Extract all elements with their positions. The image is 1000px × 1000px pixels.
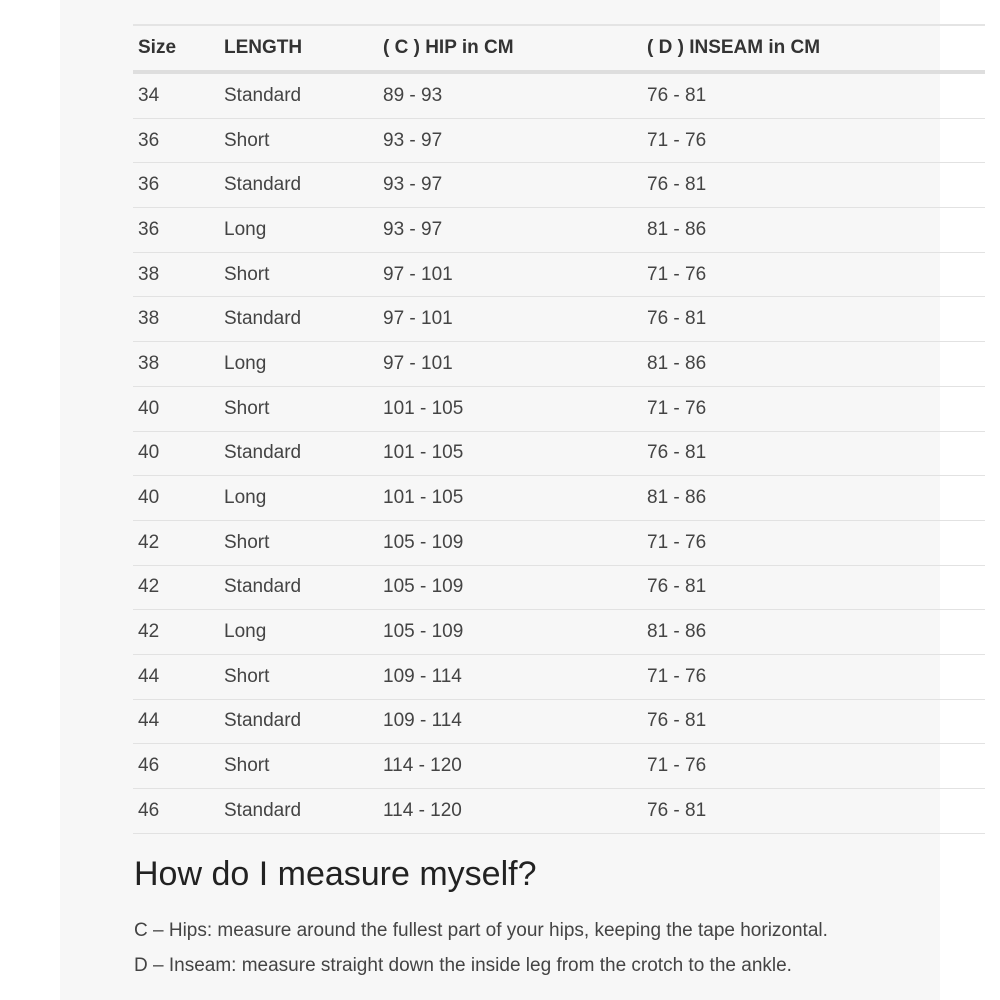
cell-hip: 93 - 97 — [378, 207, 642, 253]
header-size: Size — [133, 25, 219, 74]
cell-length: Long — [219, 341, 378, 387]
cell-inseam: 81 - 86 — [642, 207, 985, 253]
cell-length: Standard — [219, 431, 378, 477]
table-row: 36 Long 93 - 97 81 - 86 — [133, 207, 985, 253]
table-row: 36 Standard 93 - 97 76 - 81 — [133, 162, 985, 209]
cell-inseam: 76 - 81 — [642, 72, 985, 119]
cell-hip: 109 - 114 — [378, 654, 642, 700]
cell-inseam: 76 - 81 — [642, 162, 985, 209]
cell-size: 40 — [133, 475, 219, 521]
cell-length: Standard — [219, 788, 378, 834]
cell-size: 42 — [133, 520, 219, 566]
cell-inseam: 76 - 81 — [642, 431, 985, 477]
table-row: 44 Standard 109 - 114 76 - 81 — [133, 699, 985, 745]
cell-hip: 101 - 105 — [378, 475, 642, 521]
table-row: 46 Standard 114 - 120 76 - 81 — [133, 788, 985, 834]
cell-size: 40 — [133, 386, 219, 432]
table-row: 36 Short 93 - 97 71 - 76 — [133, 118, 985, 164]
cell-length: Short — [219, 743, 378, 789]
cell-inseam: 71 - 76 — [642, 520, 985, 566]
cell-length: Standard — [219, 296, 378, 343]
cell-inseam: 81 - 86 — [642, 609, 985, 655]
cell-size: 38 — [133, 296, 219, 343]
cell-hip: 114 - 120 — [378, 788, 642, 834]
cell-inseam: 76 - 81 — [642, 788, 985, 834]
measure-heading: How do I measure myself? — [134, 855, 537, 893]
cell-hip: 97 - 101 — [378, 341, 642, 387]
table-header-row: Size LENGTH ( C ) HIP in CM ( D ) INSEAM… — [133, 25, 985, 74]
hips-instruction: C – Hips: measure around the fullest par… — [134, 920, 828, 941]
inseam-instruction: D – Inseam: measure straight down the in… — [134, 955, 792, 976]
header-hip: ( C ) HIP in CM — [378, 25, 642, 74]
table-row: 42 Short 105 - 109 71 - 76 — [133, 520, 985, 566]
table-row: 40 Standard 101 - 105 76 - 81 — [133, 431, 985, 477]
cell-size: 40 — [133, 431, 219, 477]
cell-length: Short — [219, 386, 378, 432]
cell-hip: 114 - 120 — [378, 743, 642, 789]
table-row: 34 Standard 89 - 93 76 - 81 — [133, 72, 985, 119]
cell-length: Short — [219, 252, 378, 298]
cell-size: 46 — [133, 788, 219, 834]
table-row: 42 Long 105 - 109 81 - 86 — [133, 609, 985, 655]
cell-hip: 93 - 97 — [378, 162, 642, 209]
cell-size: 44 — [133, 654, 219, 700]
table-row: 44 Short 109 - 114 71 - 76 — [133, 654, 985, 700]
table-row: 38 Long 97 - 101 81 - 86 — [133, 341, 985, 387]
table-row: 42 Standard 105 - 109 76 - 81 — [133, 565, 985, 611]
size-chart-table: Size LENGTH ( C ) HIP in CM ( D ) INSEAM… — [133, 24, 985, 834]
cell-size: 42 — [133, 565, 219, 611]
cell-inseam: 71 - 76 — [642, 252, 985, 298]
cell-size: 36 — [133, 162, 219, 209]
content-panel: Size LENGTH ( C ) HIP in CM ( D ) INSEAM… — [60, 0, 985, 1000]
header-length: LENGTH — [219, 25, 378, 74]
cell-size: 38 — [133, 341, 219, 387]
cell-size: 36 — [133, 118, 219, 164]
cell-hip: 105 - 109 — [378, 520, 642, 566]
cell-hip: 105 - 109 — [378, 609, 642, 655]
cell-inseam: 76 - 81 — [642, 699, 985, 745]
cell-hip: 93 - 97 — [378, 118, 642, 164]
cell-length: Short — [219, 118, 378, 164]
cell-size: 44 — [133, 699, 219, 745]
cell-inseam: 76 - 81 — [642, 565, 985, 611]
cell-inseam: 81 - 86 — [642, 341, 985, 387]
cell-inseam: 71 - 76 — [642, 386, 985, 432]
cell-size: 38 — [133, 252, 219, 298]
table-row: 38 Standard 97 - 101 76 - 81 — [133, 296, 985, 343]
cell-inseam: 71 - 76 — [642, 118, 985, 164]
header-inseam: ( D ) INSEAM in CM — [642, 25, 985, 74]
cell-inseam: 76 - 81 — [642, 296, 985, 343]
table-row: 40 Short 101 - 105 71 - 76 — [133, 386, 985, 432]
cell-length: Standard — [219, 162, 378, 209]
cell-inseam: 71 - 76 — [642, 743, 985, 789]
cell-length: Short — [219, 520, 378, 566]
cell-hip: 97 - 101 — [378, 296, 642, 343]
table-row: 40 Long 101 - 105 81 - 86 — [133, 475, 985, 521]
cell-hip: 101 - 105 — [378, 431, 642, 477]
cell-size: 34 — [133, 72, 219, 119]
cell-size: 42 — [133, 609, 219, 655]
cell-length: Short — [219, 654, 378, 700]
cell-length: Standard — [219, 565, 378, 611]
cell-hip: 97 - 101 — [378, 252, 642, 298]
cell-length: Long — [219, 207, 378, 253]
cell-length: Long — [219, 609, 378, 655]
table-row: 38 Short 97 - 101 71 - 76 — [133, 252, 985, 298]
cell-hip: 109 - 114 — [378, 699, 642, 745]
cell-hip: 105 - 109 — [378, 565, 642, 611]
cell-hip: 89 - 93 — [378, 72, 642, 119]
table-row: 46 Short 114 - 120 71 - 76 — [133, 743, 985, 789]
cell-length: Standard — [219, 699, 378, 745]
cell-inseam: 71 - 76 — [642, 654, 985, 700]
cell-hip: 101 - 105 — [378, 386, 642, 432]
cell-inseam: 81 - 86 — [642, 475, 985, 521]
cell-size: 46 — [133, 743, 219, 789]
cell-length: Standard — [219, 72, 378, 119]
cell-length: Long — [219, 475, 378, 521]
cell-size: 36 — [133, 207, 219, 253]
